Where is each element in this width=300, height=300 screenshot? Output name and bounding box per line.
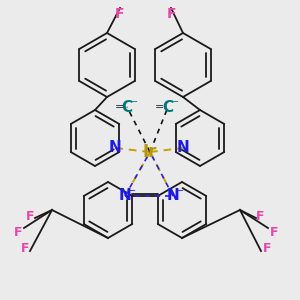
Text: −: − bbox=[130, 97, 138, 107]
Text: F: F bbox=[26, 209, 34, 223]
Text: F: F bbox=[115, 7, 125, 21]
Text: C: C bbox=[162, 100, 174, 115]
Text: F: F bbox=[263, 242, 271, 254]
Text: −: − bbox=[171, 97, 179, 107]
Text: F: F bbox=[166, 7, 176, 21]
Text: N: N bbox=[118, 188, 131, 203]
Text: N: N bbox=[177, 140, 189, 155]
Text: F: F bbox=[270, 226, 278, 238]
Text: N: N bbox=[167, 188, 179, 203]
Text: F: F bbox=[14, 226, 22, 238]
Text: =: = bbox=[155, 102, 165, 112]
Text: N: N bbox=[109, 140, 122, 155]
Text: F: F bbox=[21, 242, 29, 254]
Text: −: − bbox=[176, 186, 184, 196]
Text: F: F bbox=[256, 209, 264, 223]
Text: =: = bbox=[114, 102, 124, 112]
Text: C: C bbox=[122, 100, 133, 115]
Text: Ir: Ir bbox=[143, 143, 157, 161]
Text: −: − bbox=[128, 186, 136, 196]
